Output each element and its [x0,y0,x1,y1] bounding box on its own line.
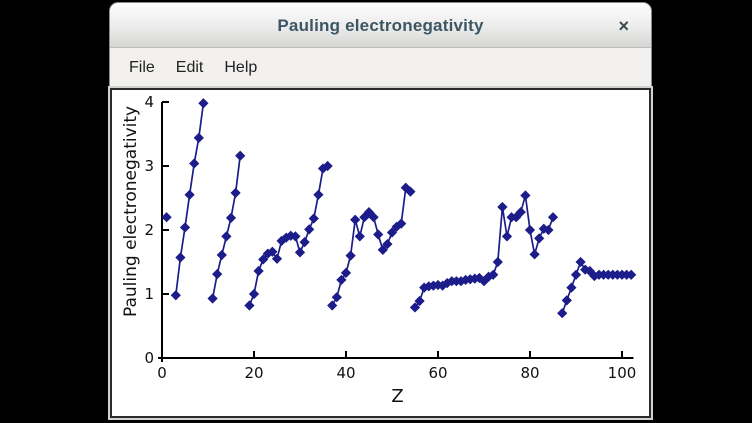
y-tick-label: 2 [144,221,154,239]
y-tick-label: 3 [144,157,154,175]
y-tick-label: 1 [144,285,154,303]
x-tick-label: 80 [520,364,540,382]
menu-item-file[interactable]: File [129,59,155,76]
x-tick-label: 20 [244,364,264,382]
y-tick-label: 4 [144,93,154,111]
chart: 0 20 40 60 80 100 0 1 2 3 4 Z Pauling electronega… [112,90,649,416]
app-window: Pauling electronegativity × File Edit He… [110,3,651,418]
titlebar[interactable]: Pauling electronegativity × [110,3,651,48]
plot-canvas: 0 20 40 60 80 100 0 1 2 3 4 Z Pauling electronega… [110,88,651,418]
x-tick-label: 40 [336,364,356,382]
window-title: Pauling electronegativity [277,16,484,35]
menubar: File Edit Help [110,48,651,88]
close-icon[interactable]: × [618,16,629,36]
y-axis-label: Pauling electronegativity [121,105,141,317]
x-tick-label: 60 [428,364,448,382]
x-axis-label: Z [391,386,404,407]
x-tick-label: 0 [157,364,167,382]
x-tick-label: 100 [607,364,637,382]
chart-svg [158,98,637,362]
menu-item-help[interactable]: Help [224,59,258,76]
y-tick-label: 0 [144,349,154,367]
menu-item-edit[interactable]: Edit [175,59,204,76]
